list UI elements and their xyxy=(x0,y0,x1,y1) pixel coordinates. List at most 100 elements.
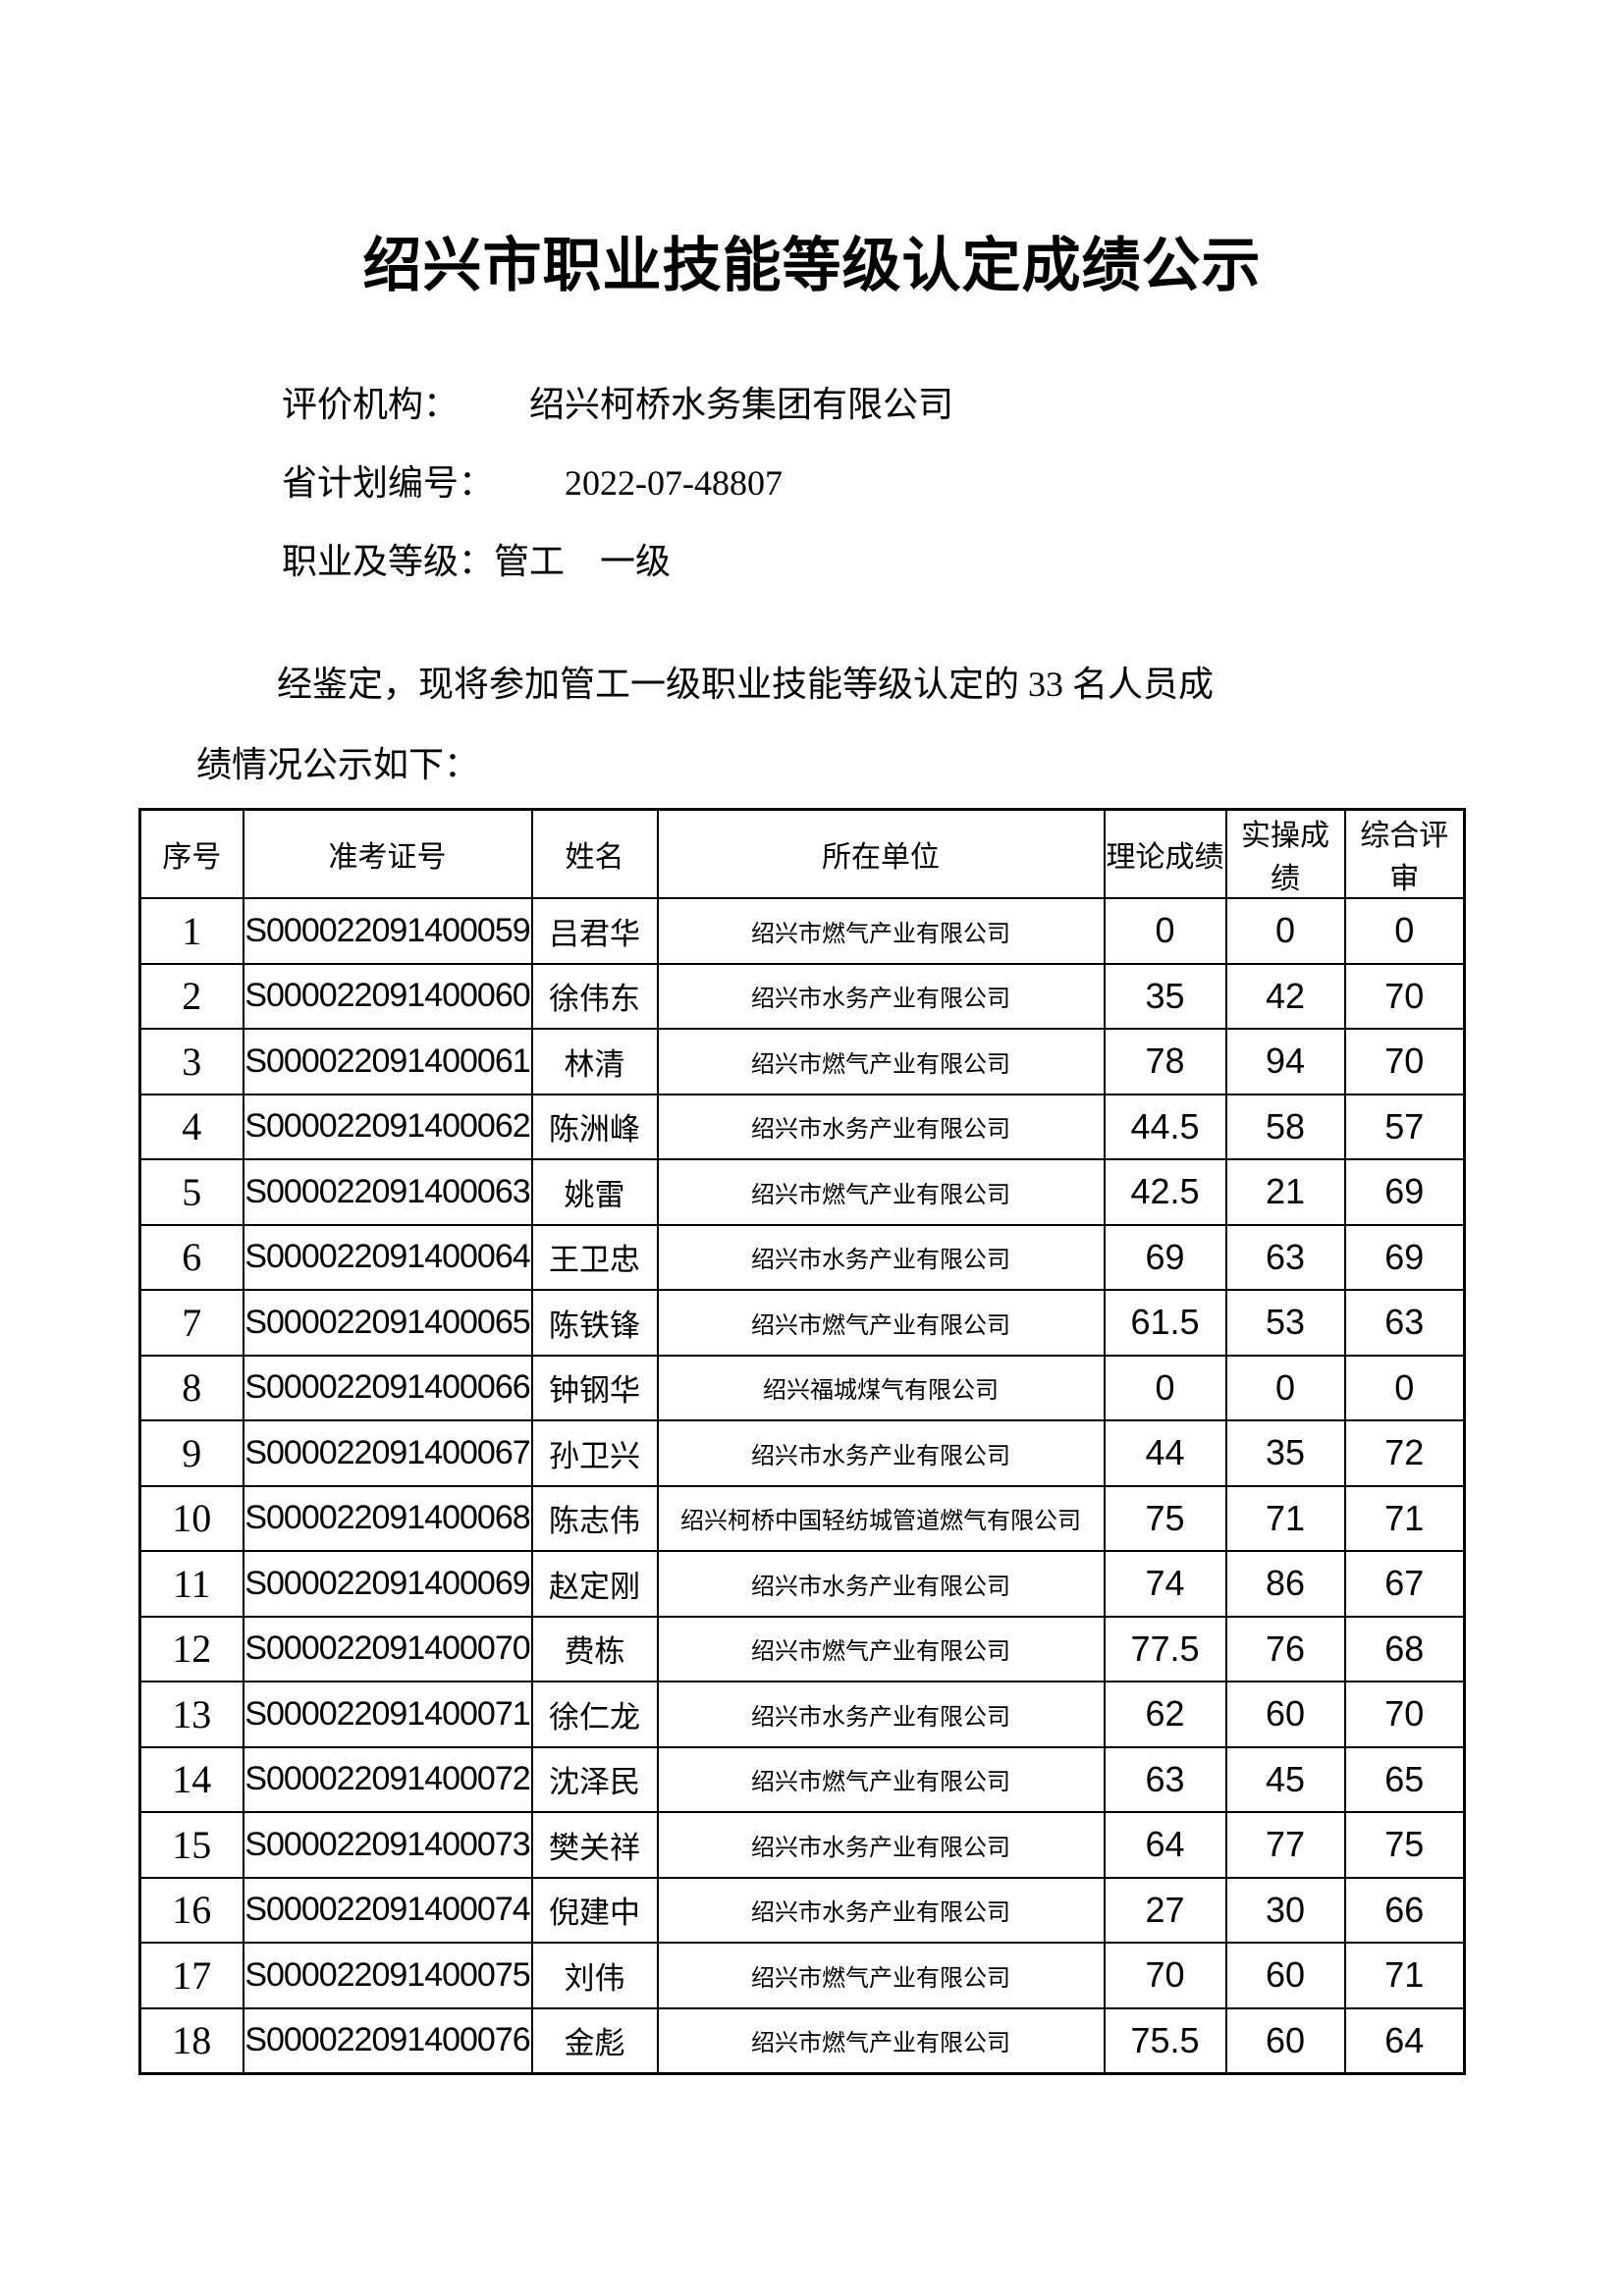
review-score: 71 xyxy=(1343,1484,1466,1552)
theory-score: 64 xyxy=(1103,1811,1227,1879)
theory-score: 77.5 xyxy=(1103,1615,1227,1682)
table-row: 8 S000022091400066 钟钢华 绍兴福城煤气有限公司 0 0 0 xyxy=(138,1354,1466,1421)
review-score: 0 xyxy=(1343,1354,1466,1421)
col-header-name: 姓名 xyxy=(530,808,659,899)
col-header-exam-id: 准考证号 xyxy=(242,808,533,899)
work-unit: 绍兴市燃气产业有限公司 xyxy=(656,1745,1106,1813)
plan-number-value: 2022-07-48807 xyxy=(565,463,783,503)
theory-score: 74 xyxy=(1103,1550,1227,1618)
theory-score: 63 xyxy=(1103,1745,1227,1813)
table-row: 6 S000022091400064 王卫忠 绍兴市水务产业有限公司 69 63 69 xyxy=(138,1223,1466,1291)
candidate-name: 钟钢华 xyxy=(530,1354,659,1421)
review-score: 65 xyxy=(1343,1745,1466,1813)
candidate-name: 林清 xyxy=(530,1028,659,1095)
work-unit: 绍兴市水务产业有限公司 xyxy=(656,1681,1106,1748)
agency-label: 评价机构： xyxy=(282,385,460,424)
candidate-name: 刘伟 xyxy=(530,1942,659,2009)
table-row: 17 S000022091400075 刘伟 绍兴市燃气产业有限公司 70 60 71 xyxy=(138,1942,1466,2009)
theory-score: 42.5 xyxy=(1103,1158,1227,1226)
theory-score: 69 xyxy=(1103,1223,1227,1291)
row-serial-number: 10 xyxy=(138,1484,244,1552)
theory-score: 44.5 xyxy=(1103,1093,1227,1160)
col-header-review: 综合评审 xyxy=(1343,808,1466,899)
row-serial-number: 15 xyxy=(138,1811,244,1879)
row-serial-number: 14 xyxy=(138,1745,244,1813)
table-row: 3 S000022091400061 林清 绍兴市燃气产业有限公司 78 94 70 xyxy=(138,1028,1466,1095)
table-row: 11 S000022091400069 赵定刚 绍兴市水务产业有限公司 74 86 67 xyxy=(138,1550,1466,1618)
work-unit: 绍兴市水务产业有限公司 xyxy=(656,1419,1106,1487)
candidate-name: 姚雷 xyxy=(530,1158,659,1226)
work-unit: 绍兴福城煤气有限公司 xyxy=(656,1354,1106,1421)
work-unit: 绍兴市水务产业有限公司 xyxy=(656,1223,1106,1291)
theory-score: 75.5 xyxy=(1103,2006,1227,2074)
candidate-name: 沈泽民 xyxy=(530,1745,659,1813)
candidate-name: 徐伟东 xyxy=(530,962,659,1030)
row-serial-number: 18 xyxy=(138,2006,244,2074)
candidate-name: 孙卫兴 xyxy=(530,1419,659,1487)
practical-score: 58 xyxy=(1224,1093,1346,1160)
row-serial-number: 13 xyxy=(138,1681,244,1748)
candidate-name: 倪建中 xyxy=(530,1876,659,1944)
exam-id: S000022091400074 xyxy=(242,1876,533,1944)
theory-score: 78 xyxy=(1103,1028,1227,1095)
practical-score: 63 xyxy=(1224,1223,1346,1291)
row-serial-number: 2 xyxy=(138,962,244,1030)
table-row: 9 S000022091400067 孙卫兴 绍兴市水务产业有限公司 44 35 72 xyxy=(138,1419,1466,1487)
candidate-name: 樊关祥 xyxy=(530,1811,659,1879)
occupation-label: 职业及等级： xyxy=(282,542,495,581)
review-score: 63 xyxy=(1343,1289,1466,1357)
table-row: 5 S000022091400063 姚雷 绍兴市燃气产业有限公司 42.5 21 69 xyxy=(138,1158,1466,1226)
theory-score: 0 xyxy=(1103,897,1227,965)
candidate-name: 陈铁锋 xyxy=(530,1289,659,1357)
work-unit: 绍兴市燃气产业有限公司 xyxy=(656,1028,1106,1095)
table-row: 4 S000022091400062 陈洲峰 绍兴市水务产业有限公司 44.5 58 57 xyxy=(138,1093,1466,1160)
info-line-occupation: 职业及等级：管工 一级 xyxy=(282,522,953,601)
work-unit: 绍兴市水务产业有限公司 xyxy=(656,1093,1106,1160)
intro-paragraph-line-2: 绩情况公示如下： xyxy=(196,745,480,784)
practical-score: 53 xyxy=(1224,1289,1346,1357)
exam-id: S000022091400067 xyxy=(242,1419,533,1487)
practical-score: 60 xyxy=(1224,1681,1346,1748)
intro-paragraph-line-1: 经鉴定，现将参加管工一级职业技能等级认定的 33 名人员成 xyxy=(277,665,1215,704)
work-unit: 绍兴柯桥中国轻纺城管道燃气有限公司 xyxy=(656,1484,1106,1552)
exam-id: S000022091400065 xyxy=(242,1289,533,1357)
candidate-name: 王卫忠 xyxy=(530,1223,659,1291)
practical-score: 60 xyxy=(1224,1942,1346,2009)
exam-id: S000022091400064 xyxy=(242,1223,533,1291)
review-score: 66 xyxy=(1343,1876,1466,1944)
exam-id: S000022091400069 xyxy=(242,1550,533,1618)
exam-id: S000022091400076 xyxy=(242,2006,533,2074)
col-header-serial: 序号 xyxy=(138,808,244,899)
table-row: 18 S000022091400076 金彪 绍兴市燃气产业有限公司 75.5 60 64 xyxy=(138,2006,1466,2074)
practical-score: 42 xyxy=(1224,962,1346,1030)
work-unit: 绍兴市燃气产业有限公司 xyxy=(656,2006,1106,2074)
exam-id: S000022091400073 xyxy=(242,1811,533,1879)
agency-value: 绍兴柯桥水务集团有限公司 xyxy=(529,385,954,424)
review-score: 69 xyxy=(1343,1158,1466,1226)
table-row: 7 S000022091400065 陈铁锋 绍兴市燃气产业有限公司 61.5 53 63 xyxy=(138,1289,1466,1357)
table-row: 10 S000022091400068 陈志伟 绍兴柯桥中国轻纺城管道燃气有限公司 75… xyxy=(138,1484,1466,1552)
info-block: 评价机构： 绍兴柯桥水务集团有限公司 省计划编号： 2022-07-48807 职业… xyxy=(282,365,953,601)
row-serial-number: 1 xyxy=(138,897,244,965)
row-serial-number: 3 xyxy=(138,1028,244,1095)
page-title: 绍兴市职业技能等级认定成绩公示 xyxy=(362,234,1262,298)
exam-id: S000022091400060 xyxy=(242,962,533,1030)
col-header-practical: 实操成绩 xyxy=(1224,808,1346,899)
practical-score: 86 xyxy=(1224,1550,1346,1618)
exam-id: S000022091400072 xyxy=(242,1745,533,1813)
table-row: 12 S000022091400070 费栋 绍兴市燃气产业有限公司 77.5 76 68 xyxy=(138,1615,1466,1682)
work-unit: 绍兴市燃气产业有限公司 xyxy=(656,1289,1106,1357)
theory-score: 44 xyxy=(1103,1419,1227,1487)
review-score: 72 xyxy=(1343,1419,1466,1487)
candidate-name: 赵定刚 xyxy=(530,1550,659,1618)
candidate-name: 陈洲峰 xyxy=(530,1093,659,1160)
review-score: 75 xyxy=(1343,1811,1466,1879)
table-header-row: 序号 准考证号 姓名 所在单位 理论成绩 实操成绩 综合评审 xyxy=(138,808,1466,899)
row-serial-number: 8 xyxy=(138,1354,244,1421)
work-unit: 绍兴市水务产业有限公司 xyxy=(656,962,1106,1030)
review-score: 57 xyxy=(1343,1093,1466,1160)
practical-score: 77 xyxy=(1224,1811,1346,1879)
row-serial-number: 16 xyxy=(138,1876,244,1944)
theory-score: 70 xyxy=(1103,1942,1227,2009)
table-row: 13 S000022091400071 徐仁龙 绍兴市水务产业有限公司 62 60 70 xyxy=(138,1681,1466,1748)
